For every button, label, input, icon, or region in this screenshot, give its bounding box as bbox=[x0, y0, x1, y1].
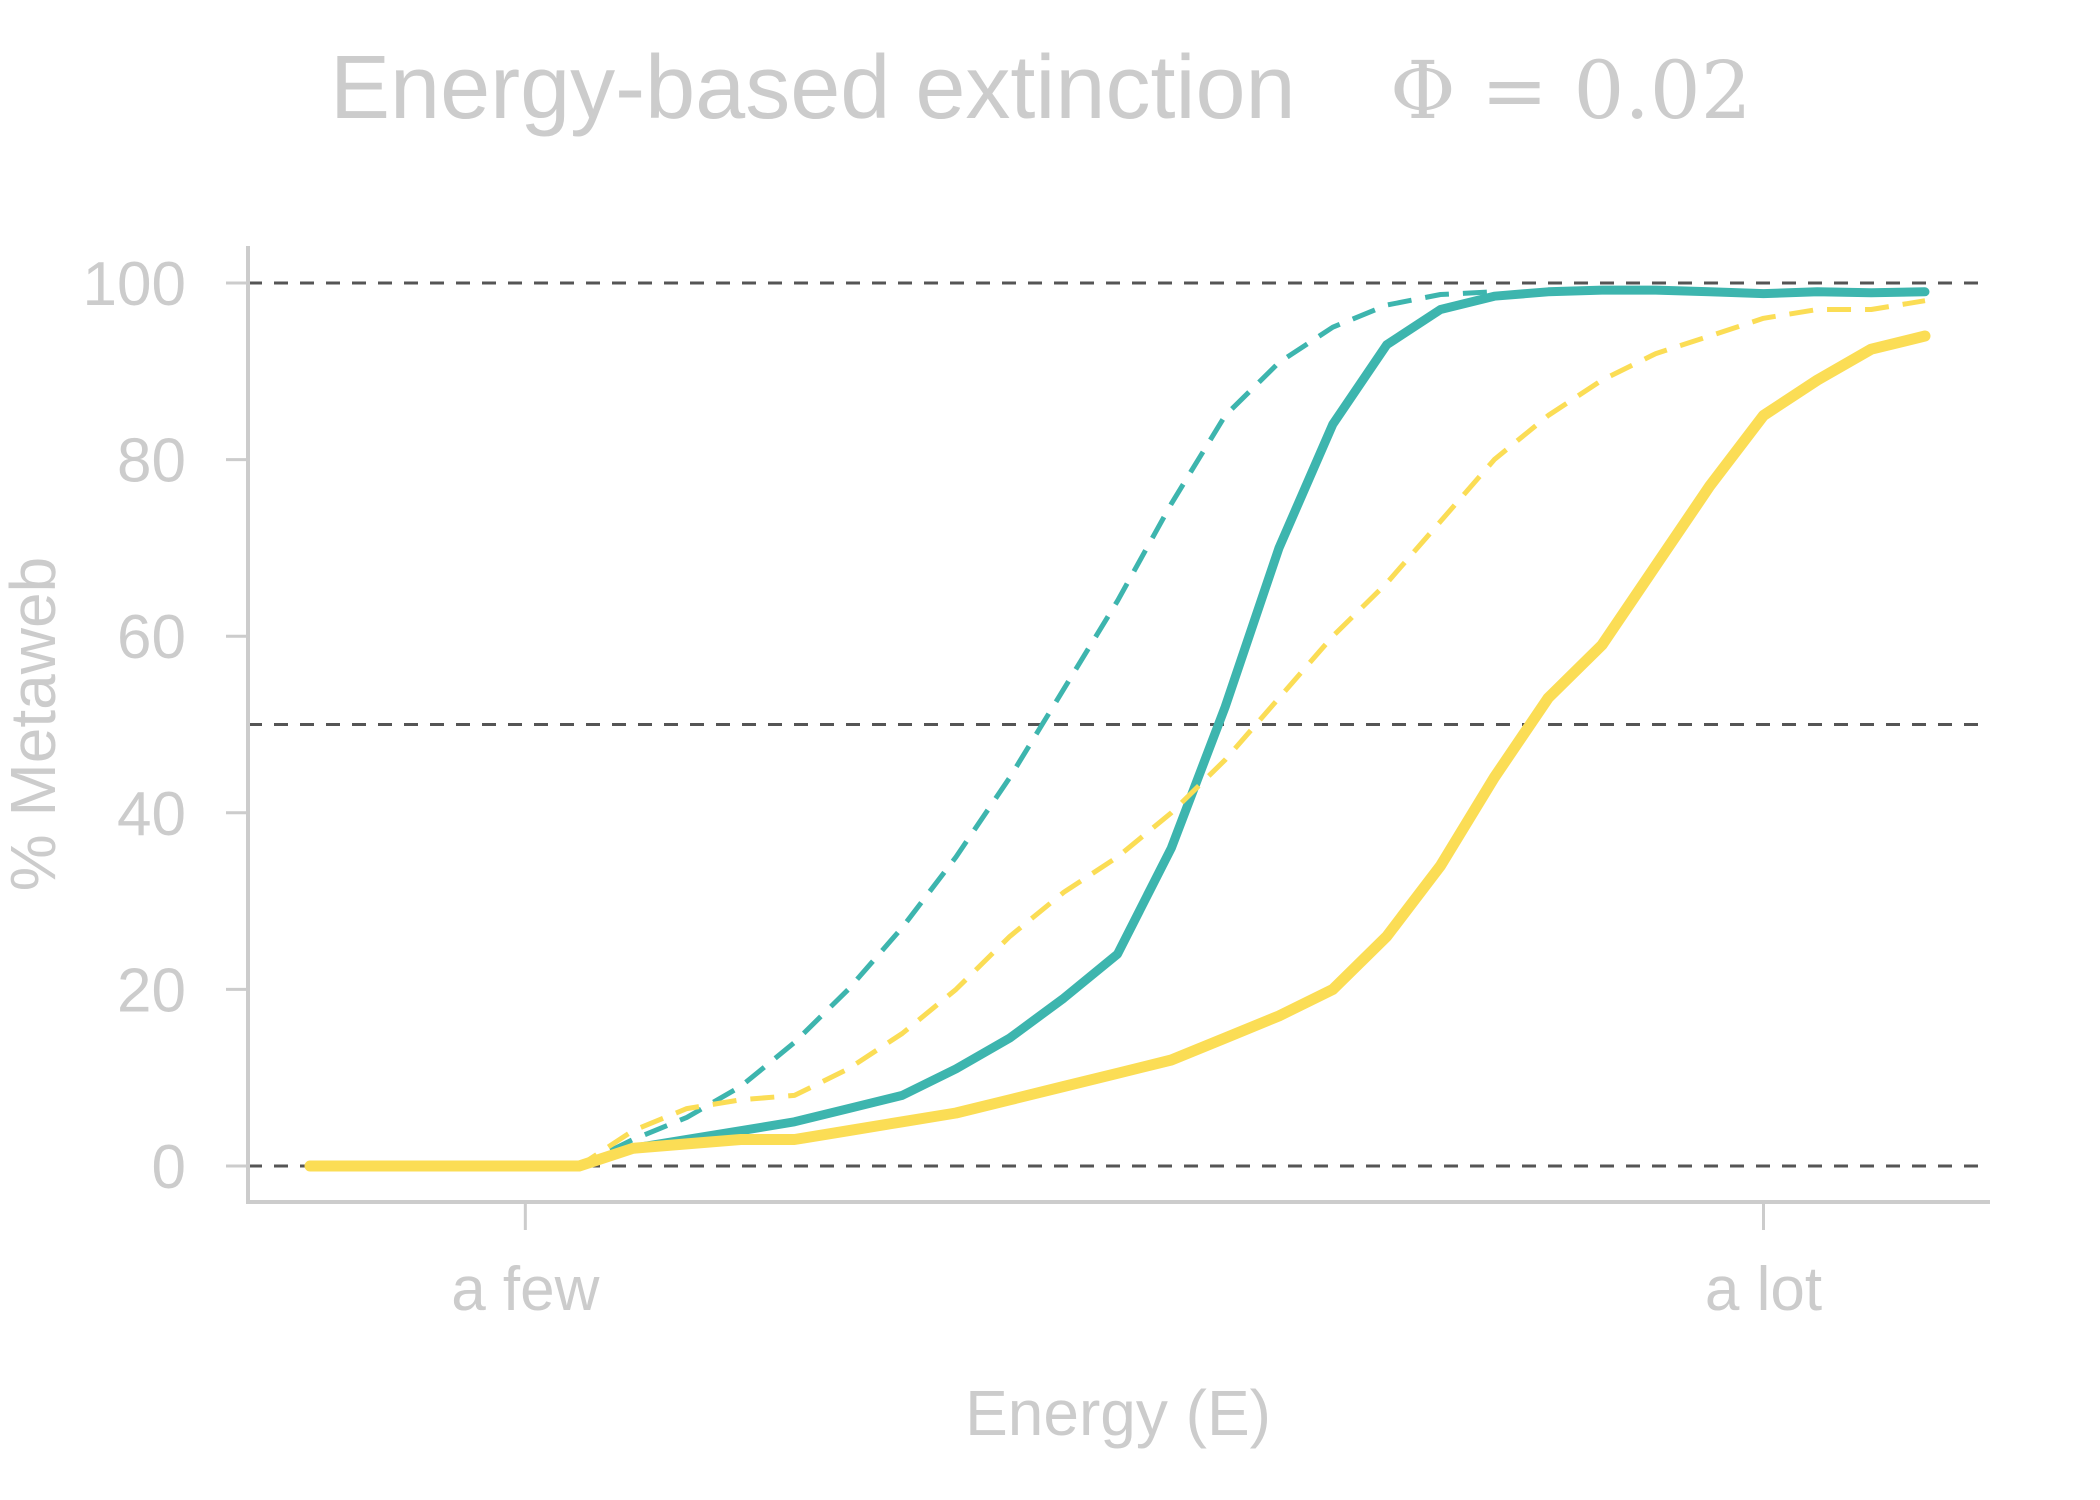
y-ticks: 0 20 40 60 80 100 bbox=[83, 250, 248, 1202]
y-axis-label: % Metaweb bbox=[0, 557, 69, 891]
y-tick-label: 80 bbox=[117, 427, 186, 496]
y-tick-label: 0 bbox=[152, 1133, 186, 1202]
x-axis-label: Energy (E) bbox=[965, 1377, 1271, 1449]
axes bbox=[246, 246, 1990, 1204]
y-tick-label: 20 bbox=[117, 956, 186, 1025]
chart-title: Energy-based extinction Φ = 0.02 bbox=[330, 38, 1752, 138]
y-tick-label: 100 bbox=[83, 250, 186, 319]
series-layer bbox=[304, 285, 1931, 1172]
x-ticks: a few a lot bbox=[451, 1202, 1822, 1324]
x-tick-label: a few bbox=[451, 1255, 599, 1324]
series-line-3-solid bbox=[304, 330, 1931, 1172]
x-tick-label: a lot bbox=[1705, 1255, 1822, 1324]
y-tick-label: 60 bbox=[117, 603, 186, 672]
series-line-4-dashed bbox=[310, 298, 1926, 1169]
series-line-1-solid bbox=[305, 285, 1930, 1171]
y-tick-label: 40 bbox=[117, 780, 186, 849]
chart-title-text: Energy-based extinction bbox=[330, 38, 1296, 138]
reference-lines bbox=[248, 281, 1990, 1168]
chart-title-parameter: Φ = 0.02 bbox=[1390, 44, 1752, 137]
